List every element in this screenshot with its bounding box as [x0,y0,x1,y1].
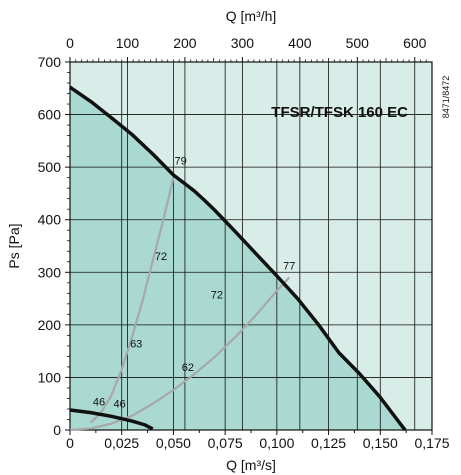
x-tick-label: 0,150 [363,435,398,451]
curve-annotation: 46 [114,398,126,410]
curve-annotation: 72 [155,251,167,263]
x-tick-label: 0 [66,435,74,451]
y-tick-label: 400 [38,212,62,228]
y-tick-label: 600 [38,107,62,123]
document-number: 8471/8472 [441,76,451,119]
x-tick-label: 0,125 [311,435,346,451]
curve-annotation: 63 [130,338,142,350]
x-axis-label: Q [m³/s] [226,457,276,473]
curve-annotation: 77 [283,261,295,273]
y-tick-label: 200 [38,317,62,333]
y-axis-ticks: 0 100 200 300 400 500 600 700 [38,54,70,438]
system-curve [69,276,291,432]
chart-title: TFSR/TFSK 160 EC [271,104,408,121]
y-tick-label: 100 [38,369,62,385]
x2-tick-label: 500 [346,35,370,51]
y-axis-label: Ps [Pa] [6,223,22,268]
max-performance-curve [69,85,407,432]
system-curves [69,177,291,432]
x-tick-label: 0,050 [156,435,191,451]
x2-tick-label: 600 [403,35,427,51]
min-performance-curve [69,408,154,431]
x-tick-label: 0,075 [208,435,243,451]
x-axis-ticks: 0 0,025 0,050 0,075 0,100 0,125 0,150 0,175 [66,430,450,451]
x2-tick-label: 400 [288,35,312,51]
curve-annotations: 79 77 72 72 63 62 46 46 [93,156,296,411]
system-curve [89,177,175,424]
curve-annotation: 46 [93,396,105,408]
x-tick-label: 0,100 [259,435,294,451]
y-tick-label: 0 [53,422,61,438]
fan-curves [69,85,407,432]
x2-axis-label: Q [m³/h] [226,8,277,24]
x-tick-label: 0,175 [414,435,449,451]
x2-tick-label: 300 [231,35,255,51]
curve-annotation: 62 [182,362,194,374]
x2-tick-label: 200 [173,35,197,51]
curve-annotation: 72 [211,290,223,302]
y-tick-label: 500 [38,159,62,175]
y-tick-label: 300 [38,264,62,280]
curve-annotation: 79 [175,156,187,168]
operating-area [70,87,406,430]
x2-tick-label: 0 [66,35,74,51]
x-tick-label: 0,025 [104,435,139,451]
y-tick-label: 700 [38,54,62,70]
x2-tick-label: 100 [116,35,140,51]
x2-axis-ticks: 0 100 200 300 400 500 600 [66,35,427,62]
